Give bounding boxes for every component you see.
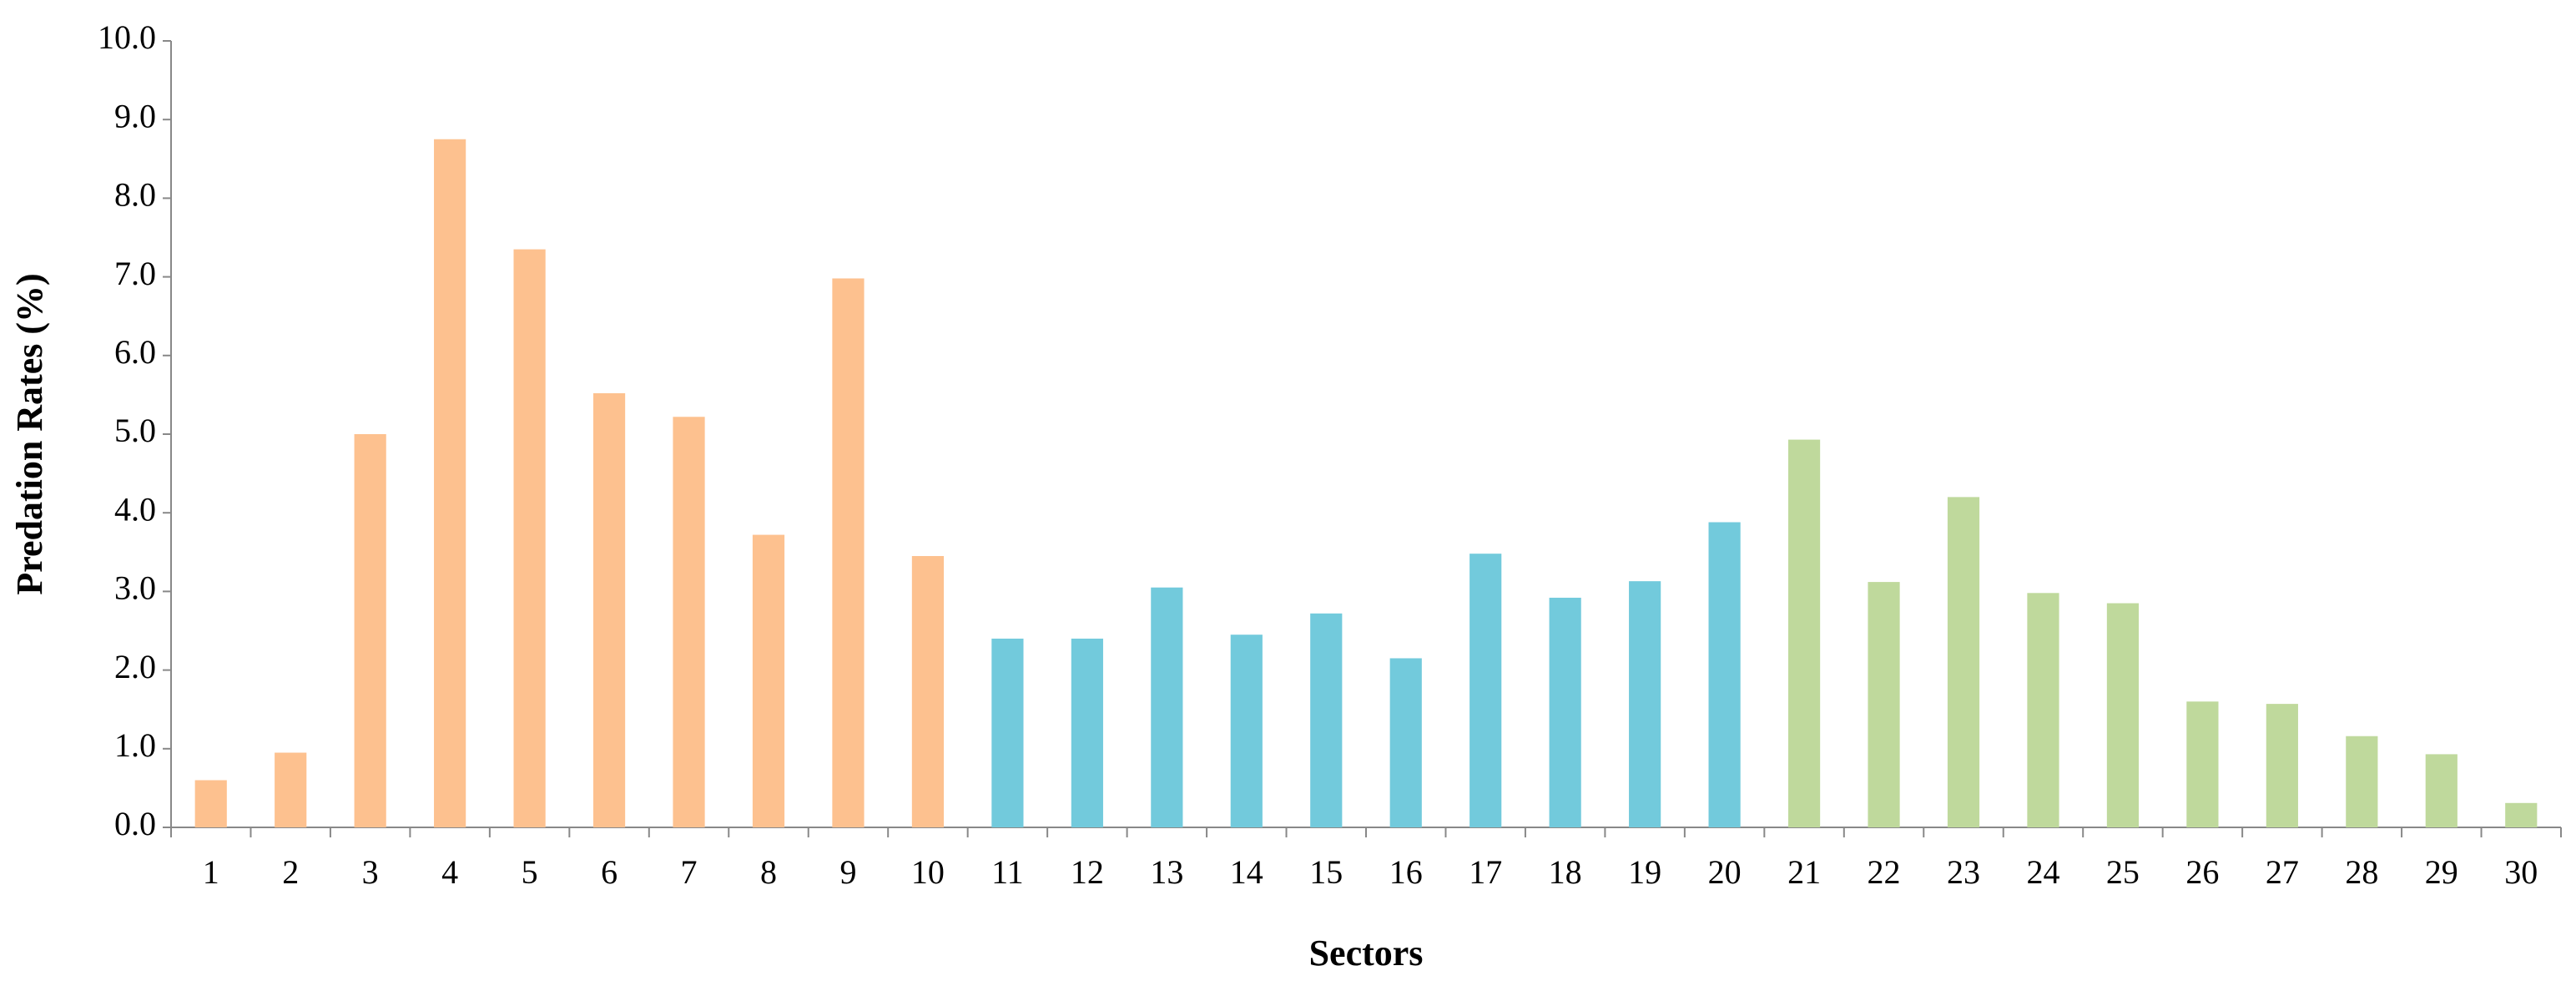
bar [832,278,865,827]
bar [752,534,785,827]
x-tick-label: 6 [601,853,618,891]
bar [592,393,626,827]
bar [2027,593,2059,827]
bar [513,249,546,827]
y-tick-label: 3.0 [114,569,156,607]
x-tick-label: 11 [991,853,1024,891]
y-axis-title: Predation Rates (%) [9,273,50,594]
x-tick-label: 15 [1309,853,1343,891]
bar [2186,701,2219,827]
bar [991,638,1024,827]
bar [911,556,945,827]
x-tick-label: 26 [2185,853,2219,891]
x-tick-label: 22 [1868,853,1901,891]
x-tick-label: 1 [203,853,219,891]
bar [1469,554,1502,827]
bar [1389,658,1422,827]
y-tick-label: 10.0 [98,18,156,56]
x-tick-label: 10 [911,853,945,891]
bar [1549,597,1581,827]
bar [434,139,466,827]
x-tick-label: 21 [1787,853,1821,891]
x-tick-label: 13 [1150,853,1183,891]
bar [1629,581,1661,827]
bar [354,434,386,827]
bar [1230,635,1263,827]
bar [1310,613,1343,827]
x-tick-label: 23 [1947,853,1980,891]
x-tick-label: 24 [2026,853,2059,891]
y-tick-label: 2.0 [114,648,156,685]
bar [275,752,307,827]
x-tick-label: 16 [1389,853,1423,891]
y-tick-label: 7.0 [114,255,156,292]
x-tick-label: 29 [2425,853,2458,891]
x-tick-label: 18 [1549,853,1582,891]
y-tick-label: 4.0 [114,490,156,528]
y-tick-label: 0.0 [114,805,156,842]
x-tick-label: 5 [522,853,538,891]
x-tick-label: 17 [1469,853,1502,891]
x-tick-label: 27 [2266,853,2299,891]
x-tick-label: 2 [282,853,299,891]
x-tick-label: 25 [2106,853,2140,891]
x-tick-label: 14 [1230,853,1263,891]
y-tick-label: 5.0 [114,412,156,449]
bar [1868,582,1900,827]
y-tick-label: 9.0 [114,97,156,134]
bar [1947,497,1980,827]
y-tick-label: 8.0 [114,176,156,214]
bar [673,417,705,827]
y-tick-label: 1.0 [114,726,156,764]
bar [2266,704,2298,827]
bar [1708,522,1741,827]
bar [2106,603,2140,827]
x-tick-label: 28 [2345,853,2378,891]
x-tick-label: 8 [760,853,777,891]
x-tick-label: 19 [1628,853,1661,891]
bar [2346,736,2378,827]
x-tick-label: 4 [441,853,458,891]
bar [1787,439,1821,827]
x-tick-label: 9 [839,853,856,891]
x-tick-label: 20 [1708,853,1742,891]
x-tick-label: 7 [681,853,698,891]
y-tick-label: 6.0 [114,333,156,371]
x-axis-title: Sectors [1309,933,1424,973]
bar [2425,754,2458,827]
bar [1071,638,1103,827]
x-tick-label: 30 [2504,853,2538,891]
bar [2505,802,2538,827]
bar [194,780,227,827]
x-tick-label: 12 [1071,853,1104,891]
bar [1151,587,1183,827]
x-tick-label: 3 [362,853,379,891]
